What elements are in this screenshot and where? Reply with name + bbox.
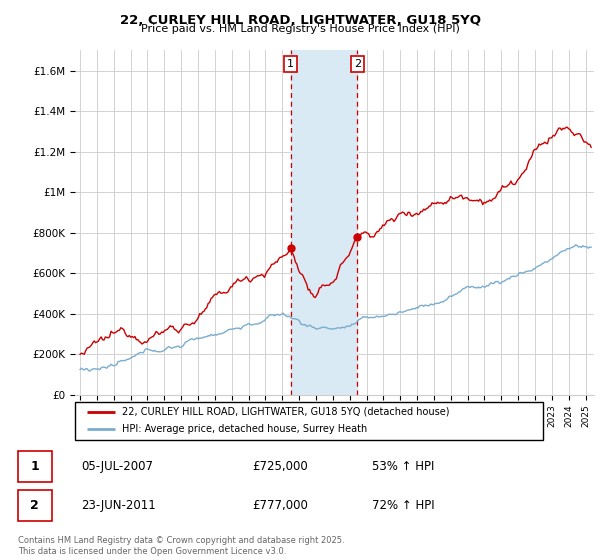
- Text: 05-JUL-2007: 05-JUL-2007: [81, 460, 153, 473]
- Text: 22, CURLEY HILL ROAD, LIGHTWATER, GU18 5YQ: 22, CURLEY HILL ROAD, LIGHTWATER, GU18 5…: [119, 14, 481, 27]
- Text: 53% ↑ HPI: 53% ↑ HPI: [372, 460, 434, 473]
- Text: £725,000: £725,000: [252, 460, 308, 473]
- Text: 1: 1: [287, 59, 294, 69]
- Text: £777,000: £777,000: [252, 499, 308, 512]
- FancyBboxPatch shape: [18, 451, 52, 482]
- FancyBboxPatch shape: [75, 402, 543, 440]
- Text: 2: 2: [31, 499, 39, 512]
- Text: Price paid vs. HM Land Registry's House Price Index (HPI): Price paid vs. HM Land Registry's House …: [140, 24, 460, 34]
- Text: 2: 2: [354, 59, 361, 69]
- Bar: [290, 50, 358, 395]
- Text: 1: 1: [31, 460, 39, 473]
- Text: 72% ↑ HPI: 72% ↑ HPI: [372, 499, 434, 512]
- Text: 22, CURLEY HILL ROAD, LIGHTWATER, GU18 5YQ (detached house): 22, CURLEY HILL ROAD, LIGHTWATER, GU18 5…: [122, 407, 449, 417]
- FancyBboxPatch shape: [18, 490, 52, 521]
- Text: 23-JUN-2011: 23-JUN-2011: [81, 499, 156, 512]
- Text: HPI: Average price, detached house, Surrey Heath: HPI: Average price, detached house, Surr…: [122, 424, 367, 435]
- Text: Contains HM Land Registry data © Crown copyright and database right 2025.
This d: Contains HM Land Registry data © Crown c…: [18, 536, 344, 556]
